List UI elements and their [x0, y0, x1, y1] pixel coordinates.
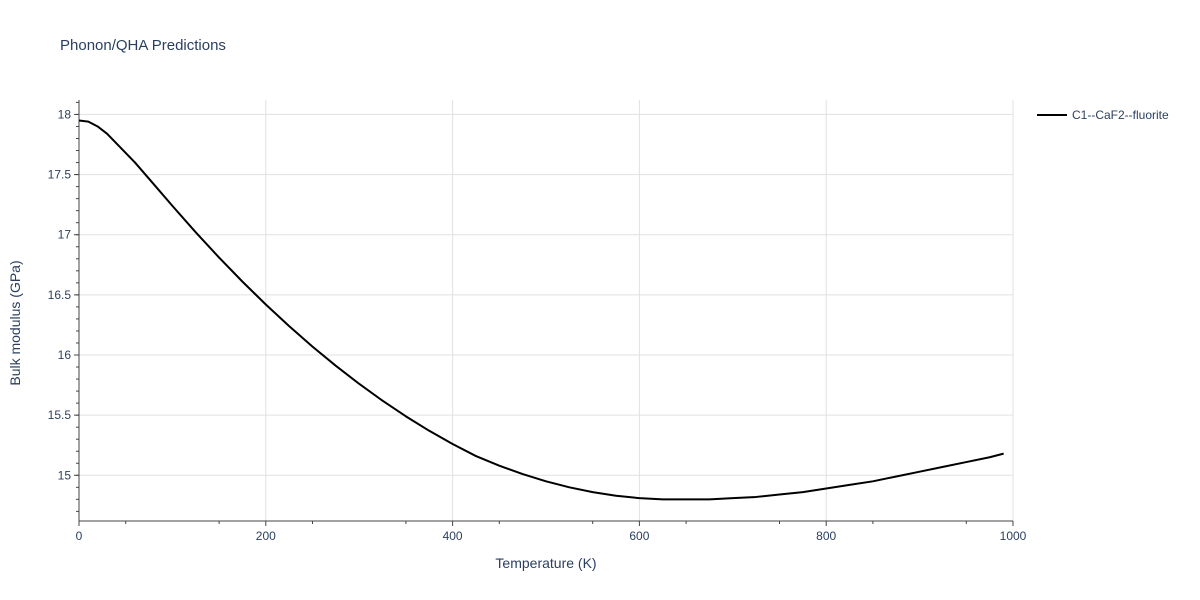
x-tick-label: 0 [76, 529, 83, 543]
chart-title: Phonon/QHA Predictions [60, 37, 226, 54]
x-tick-label: 800 [816, 529, 836, 543]
legend-label: C1--CaF2--fluorite [1072, 108, 1169, 122]
y-tick-label: 17 [58, 228, 72, 242]
series-line[interactable] [78, 119, 1004, 501]
y-tick-label: 16.5 [48, 288, 72, 302]
y-tick-label: 15.5 [48, 408, 72, 422]
x-tick-label: 600 [629, 529, 649, 543]
x-tick-label: 400 [443, 529, 463, 543]
x-ticks: 0 200 400 600 800 1000 [76, 521, 1027, 543]
x-tick-label: 1000 [1000, 529, 1027, 543]
x-axis-label: Temperature (K) [495, 555, 596, 571]
x-tick-label: 200 [256, 529, 276, 543]
y-axis-label: Bulk modulus (GPa) [7, 260, 23, 385]
legend[interactable]: C1--CaF2--fluorite [1037, 108, 1169, 122]
y-tick-label: 15 [58, 468, 72, 482]
y-ticks: 15 15.5 16 16.5 17 17.5 18 [48, 101, 79, 512]
series [78, 119, 1004, 501]
axes [78, 100, 1013, 522]
grid [79, 100, 1014, 521]
y-tick-label: 18 [58, 107, 72, 121]
y-tick-label: 17.5 [48, 168, 72, 182]
y-tick-label: 16 [58, 348, 72, 362]
